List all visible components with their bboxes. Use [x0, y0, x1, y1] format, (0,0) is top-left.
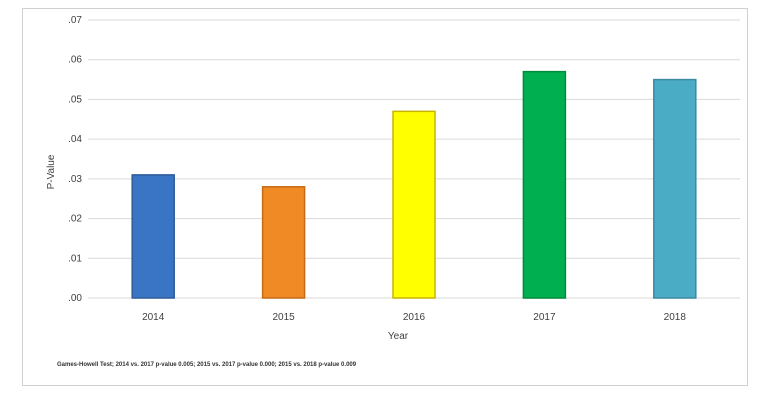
y-tick-label: .00	[68, 293, 82, 304]
y-tick-label: .05	[68, 94, 82, 105]
bar-2015	[261, 186, 306, 299]
bar-2018	[653, 78, 697, 299]
bar-2016	[392, 110, 436, 299]
x-axis-label: Year	[388, 331, 409, 342]
y-axis-label: P-Value	[46, 154, 57, 189]
footnote: Games-Howell Test; 2014 vs. 2017 p-value…	[57, 362, 357, 368]
x-tick-labels: 2014 2015 2016 2017 2018	[142, 312, 686, 323]
x-tick-label: 2016	[403, 312, 426, 323]
y-tick-label: .02	[68, 214, 82, 225]
bar-2014	[131, 174, 175, 299]
x-tick-label: 2014	[142, 312, 165, 323]
bars	[131, 70, 697, 299]
bar-2017	[522, 70, 567, 299]
x-tick-label: 2018	[664, 312, 687, 323]
y-tick-labels: .00 .01 .02 .03 .04 .05 .06 .07	[68, 15, 82, 304]
y-tick-label: .06	[68, 55, 82, 66]
y-tick-label: .07	[68, 15, 82, 26]
x-tick-label: 2015	[272, 312, 295, 323]
y-tick-label: .04	[68, 134, 82, 145]
y-tick-label: .03	[68, 174, 82, 185]
x-tick-label: 2017	[533, 312, 556, 323]
y-tick-label: .01	[68, 253, 82, 264]
